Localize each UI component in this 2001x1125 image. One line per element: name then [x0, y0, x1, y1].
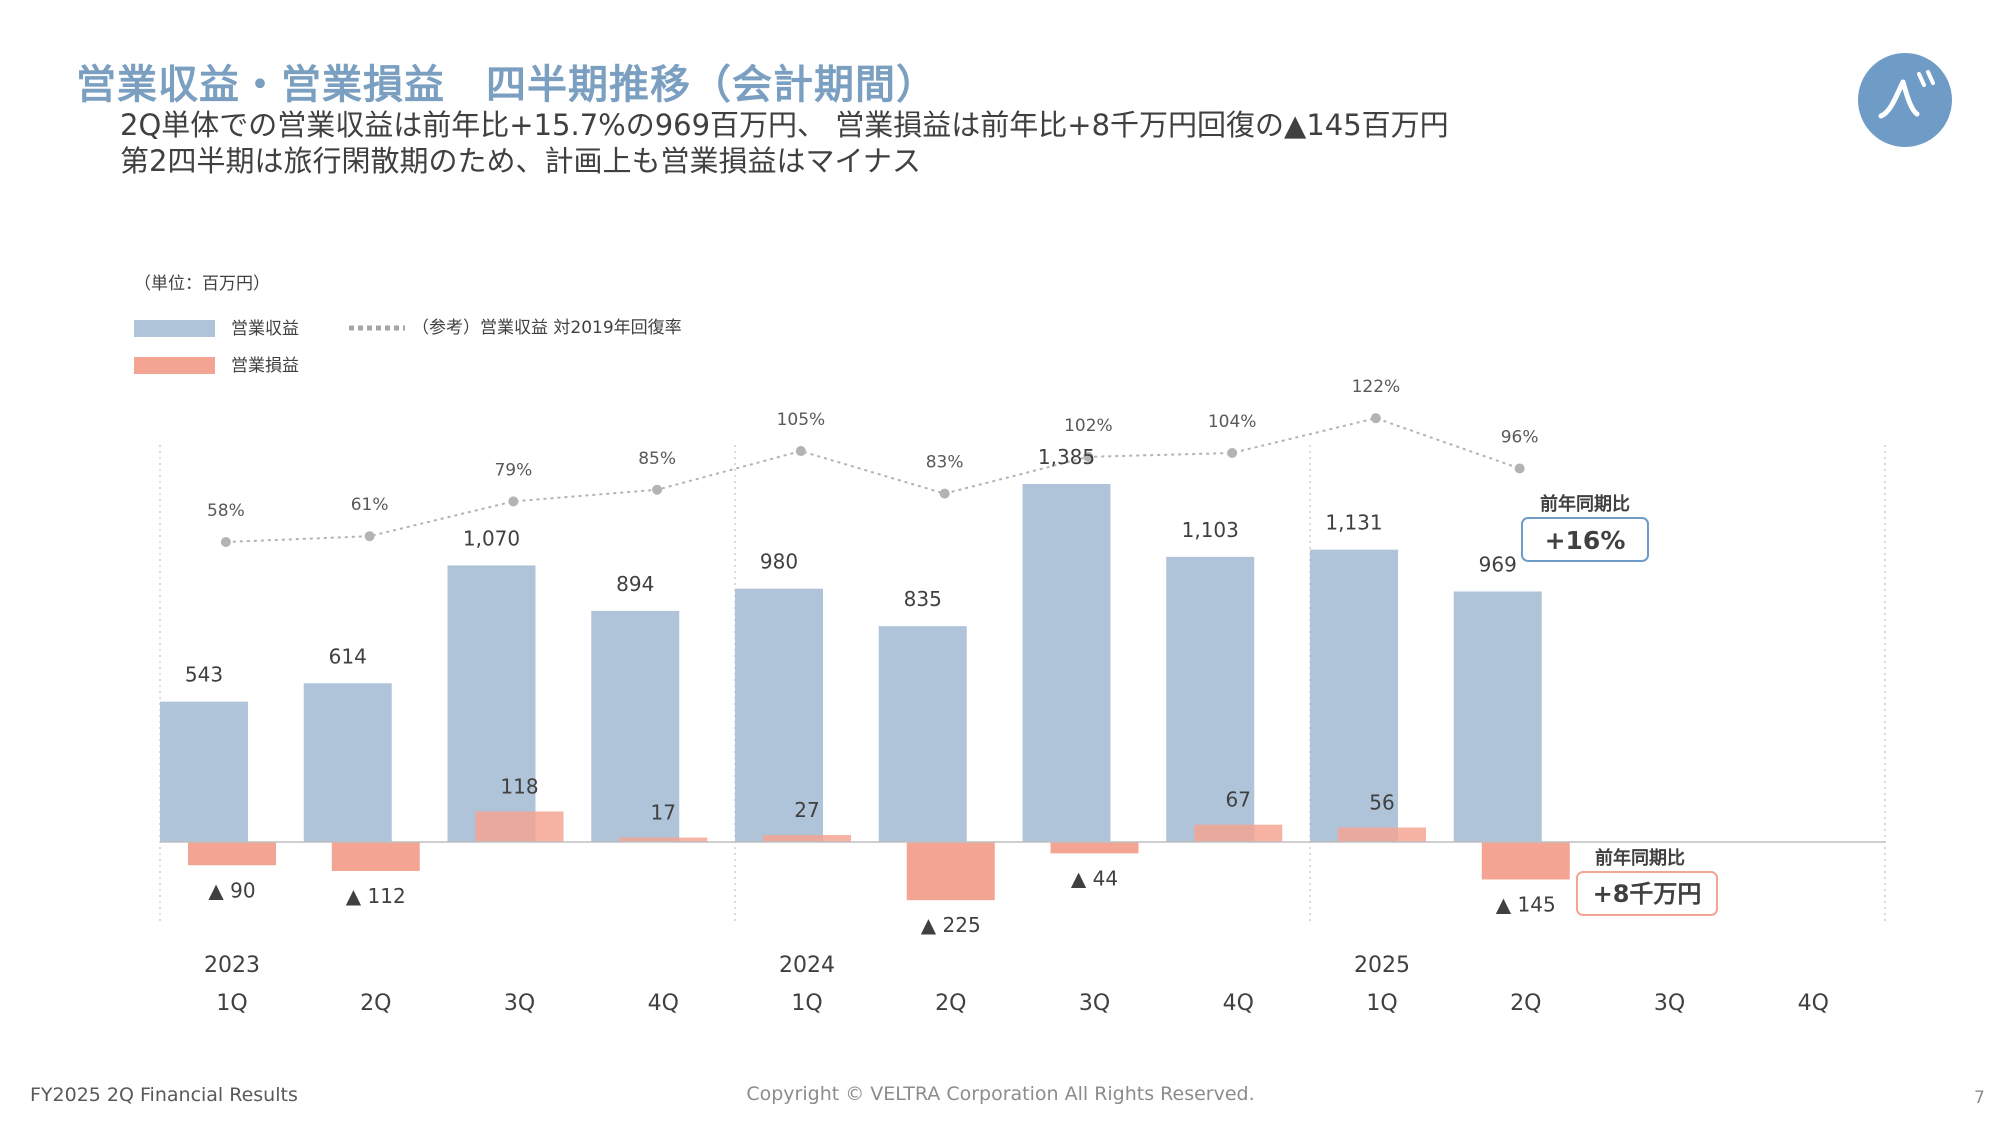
revenue-bar — [160, 701, 248, 842]
summary-line-1: 2Q単体での営業収益は前年比+15.7%の969百万円、 営業損益は前年比+8千… — [120, 108, 1449, 142]
quarter-tick-label: 2Q — [1510, 991, 1541, 1016]
page-number: 7 — [1974, 1088, 1985, 1108]
yoy-revenue-callout-value: +16% — [1545, 526, 1626, 555]
operating-profit-bar — [331, 842, 420, 871]
recovery-rate-label: 102% — [1064, 416, 1113, 436]
revenue-bar — [1166, 556, 1255, 842]
legend-swatch-revenue — [134, 320, 215, 337]
quarter-tick-label: 2Q — [935, 991, 966, 1016]
recovery-rate-point — [939, 488, 950, 499]
operating-profit-value-label: ▲ 225 — [921, 913, 981, 937]
operating-profit-value-label: ▲ 90 — [208, 878, 255, 902]
revenue-bar — [1453, 591, 1542, 842]
recovery-rate-point — [795, 446, 806, 457]
year-label: 2025 — [1354, 953, 1410, 978]
revenue-value-label: 894 — [616, 572, 654, 596]
operating-profit-bar — [1338, 827, 1426, 842]
yoy-revenue-callout-box — [1521, 517, 1649, 562]
legend-swatch-operating-profit — [134, 357, 215, 374]
yoy-revenue-callout-label: 前年同期比 — [1540, 493, 1630, 515]
legend-label-recovery-rate: （参考）営業収益 対2019年回復率 — [412, 318, 682, 338]
operating-profit-value-label: 118 — [500, 774, 538, 798]
revenue-value-label: 969 — [1479, 553, 1517, 577]
revenue-value-label: 835 — [904, 587, 942, 611]
recovery-rate-label: 105% — [777, 410, 826, 430]
operating-profit-bar — [619, 837, 708, 842]
recovery-rate-label: 58% — [207, 501, 245, 521]
year-label: 2024 — [779, 953, 835, 978]
revenue-value-label: 614 — [329, 644, 367, 668]
revenue-bar — [1022, 483, 1111, 842]
recovery-rate-point — [364, 531, 375, 542]
revenue-bar — [447, 565, 536, 842]
summary-line-2: 第2四半期は旅行閑散期のため、計画上も営業損益はマイナス — [120, 144, 921, 178]
revenue-value-label: 980 — [760, 550, 798, 574]
revenue-bar — [591, 610, 680, 842]
quarter-tick-label: 3Q — [504, 991, 535, 1016]
operating-profit-value-label: 67 — [1226, 788, 1251, 812]
year-label: 2023 — [204, 953, 260, 978]
operating-profit-bar — [906, 842, 995, 901]
operating-profit-bar — [188, 842, 276, 866]
revenue-bar — [878, 626, 967, 842]
revenue-value-label: 1,103 — [1182, 518, 1239, 542]
operating-profit-value-label: 17 — [651, 801, 676, 825]
page-title: 営業収益・営業損益 四半期推移（会計期間） — [76, 62, 937, 108]
unit-label: （単位：百万円） — [134, 274, 270, 294]
operating-profit-bar — [1194, 824, 1283, 842]
recovery-rate-label: 96% — [1501, 427, 1539, 447]
operating-profit-value-label: ▲ 145 — [1496, 892, 1556, 916]
revenue-value-label: 1,131 — [1325, 511, 1382, 535]
revenue-value-label: 543 — [185, 663, 223, 687]
recovery-rate-point — [1227, 447, 1238, 458]
revenue-bar — [735, 588, 823, 842]
recovery-rate-point — [220, 537, 231, 547]
operating-profit-bar — [475, 811, 564, 842]
quarter-tick-label: 4Q — [1223, 991, 1254, 1016]
recovery-rate-label: 104% — [1208, 412, 1257, 432]
recovery-rate-label: 79% — [494, 460, 532, 480]
legend-label-revenue: 営業収益 — [231, 319, 299, 339]
footer-copyright: Copyright © VELTRA Corporation All Right… — [746, 1083, 1255, 1105]
quarter-tick-label: 2Q — [360, 991, 391, 1016]
recovery-rate-point — [1514, 463, 1525, 474]
operating-profit-bar — [763, 835, 851, 842]
recovery-rate-label: 85% — [638, 449, 676, 469]
legend-label-operating-profit: 営業損益 — [231, 356, 299, 376]
operating-profit-value-label: ▲ 44 — [1071, 866, 1118, 890]
quarter-tick-label: 4Q — [648, 991, 679, 1016]
yoy-profit-callout-value: +8千万円 — [1593, 880, 1702, 908]
operating-profit-value-label: 56 — [1369, 791, 1394, 815]
revenue-bar — [303, 683, 392, 842]
quarter-tick-label: 1Q — [1366, 991, 1397, 1016]
quarter-tick-label: 1Q — [216, 991, 247, 1016]
operating-profit-value-label: ▲ 112 — [346, 884, 406, 908]
recovery-rate-point — [652, 484, 663, 495]
recovery-rate-point — [1370, 413, 1381, 424]
operating-profit-value-label: 27 — [794, 798, 819, 822]
revenue-value-label: 1,385 — [1038, 445, 1095, 469]
recovery-rate-label: 83% — [926, 453, 964, 473]
operating-profit-bar — [1050, 842, 1139, 854]
recovery-rate-point — [508, 496, 519, 507]
quarter-tick-label: 1Q — [791, 991, 822, 1016]
quarter-tick-label: 4Q — [1798, 991, 1829, 1016]
revenue-value-label: 1,070 — [463, 526, 520, 550]
yoy-profit-callout-label: 前年同期比 — [1595, 847, 1685, 869]
recovery-rate-label: 61% — [351, 495, 389, 515]
quarter-tick-label: 3Q — [1654, 991, 1685, 1016]
quarter-tick-label: 3Q — [1079, 991, 1110, 1016]
yoy-profit-callout-box — [1576, 871, 1718, 916]
operating-profit-bar — [1481, 842, 1570, 880]
recovery-rate-point — [1083, 451, 1094, 462]
footer-report-name: FY2025 2Q Financial Results — [30, 1084, 298, 1106]
recovery-rate-label: 122% — [1352, 377, 1401, 397]
revenue-bar — [1310, 549, 1398, 842]
recovery-rate-line — [225, 417, 1520, 543]
veltra-logo-icon — [1858, 53, 1952, 147]
